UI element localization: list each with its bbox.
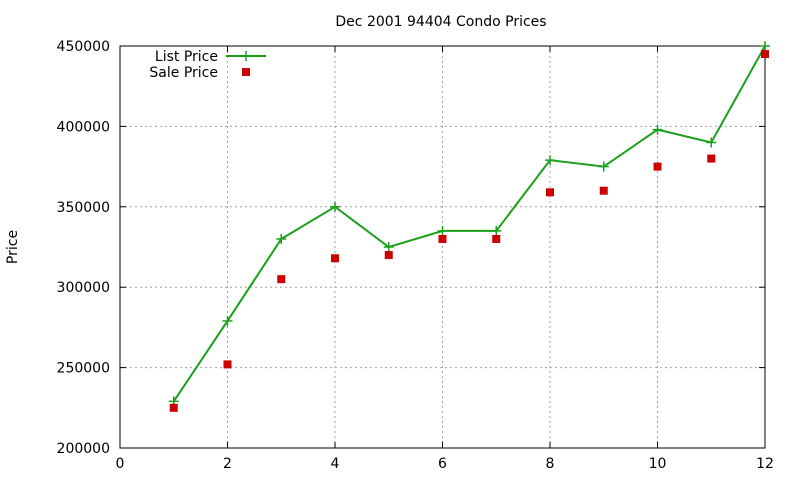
list-price-point	[760, 41, 770, 51]
y-tick-label: 300000	[57, 280, 110, 296]
legend-label: List Price	[155, 49, 218, 65]
list-price-point	[437, 225, 448, 236]
x-tick-label: 2	[223, 456, 232, 472]
list-price-point	[330, 201, 340, 212]
x-tick-label: 6	[438, 456, 447, 472]
x-tick-label: 8	[546, 456, 555, 472]
list-price-point	[598, 161, 609, 172]
y-tick-label: 400000	[57, 119, 110, 135]
sale-price-point	[223, 360, 232, 369]
series-list-price	[168, 41, 770, 407]
y-tick-label: 250000	[57, 361, 110, 377]
sale-price-point	[169, 403, 178, 412]
sale-price-point	[653, 162, 662, 171]
sale-price-point	[599, 186, 608, 195]
sale-price-point	[277, 275, 286, 284]
sale-price-point	[331, 254, 339, 263]
list-price-point	[222, 315, 233, 326]
sale-price-point	[492, 234, 501, 243]
x-tick-label: 0	[116, 456, 125, 472]
legend-square-swatch	[242, 68, 250, 76]
list-price-point	[706, 137, 717, 148]
sale-price-point	[384, 251, 393, 260]
chart-title: Dec 2001 94404 Condo Prices	[335, 14, 546, 30]
x-tick-label: 4	[331, 456, 340, 472]
list-price-line	[172, 45, 766, 402]
sale-price-point	[707, 154, 716, 163]
list-price-point	[545, 155, 555, 166]
list-price-point	[652, 124, 663, 135]
list-price-point	[276, 233, 287, 244]
legend-label: Sale Price	[149, 65, 218, 81]
series-sale-price	[169, 50, 769, 412]
sale-price-point	[546, 188, 554, 197]
sale-price-point	[761, 50, 769, 59]
legend-cross-swatch	[241, 51, 251, 61]
axes: 0 2 4 6 8 10 12 200000 250000 300000 350000 400000 4…	[57, 39, 774, 472]
data-series	[168, 41, 770, 412]
x-tick-label: 12	[756, 456, 774, 472]
list-price-point	[383, 242, 394, 252]
y-tick-label: 200000	[57, 441, 110, 457]
y-tick-label: 350000	[57, 200, 110, 216]
y-tick-label: 450000	[57, 39, 110, 55]
x-tick-label: 10	[649, 456, 667, 472]
list-price-point	[491, 225, 502, 236]
grid-lines	[120, 46, 765, 448]
sale-price-point	[438, 234, 447, 243]
y-axis-label: Price	[5, 230, 21, 264]
